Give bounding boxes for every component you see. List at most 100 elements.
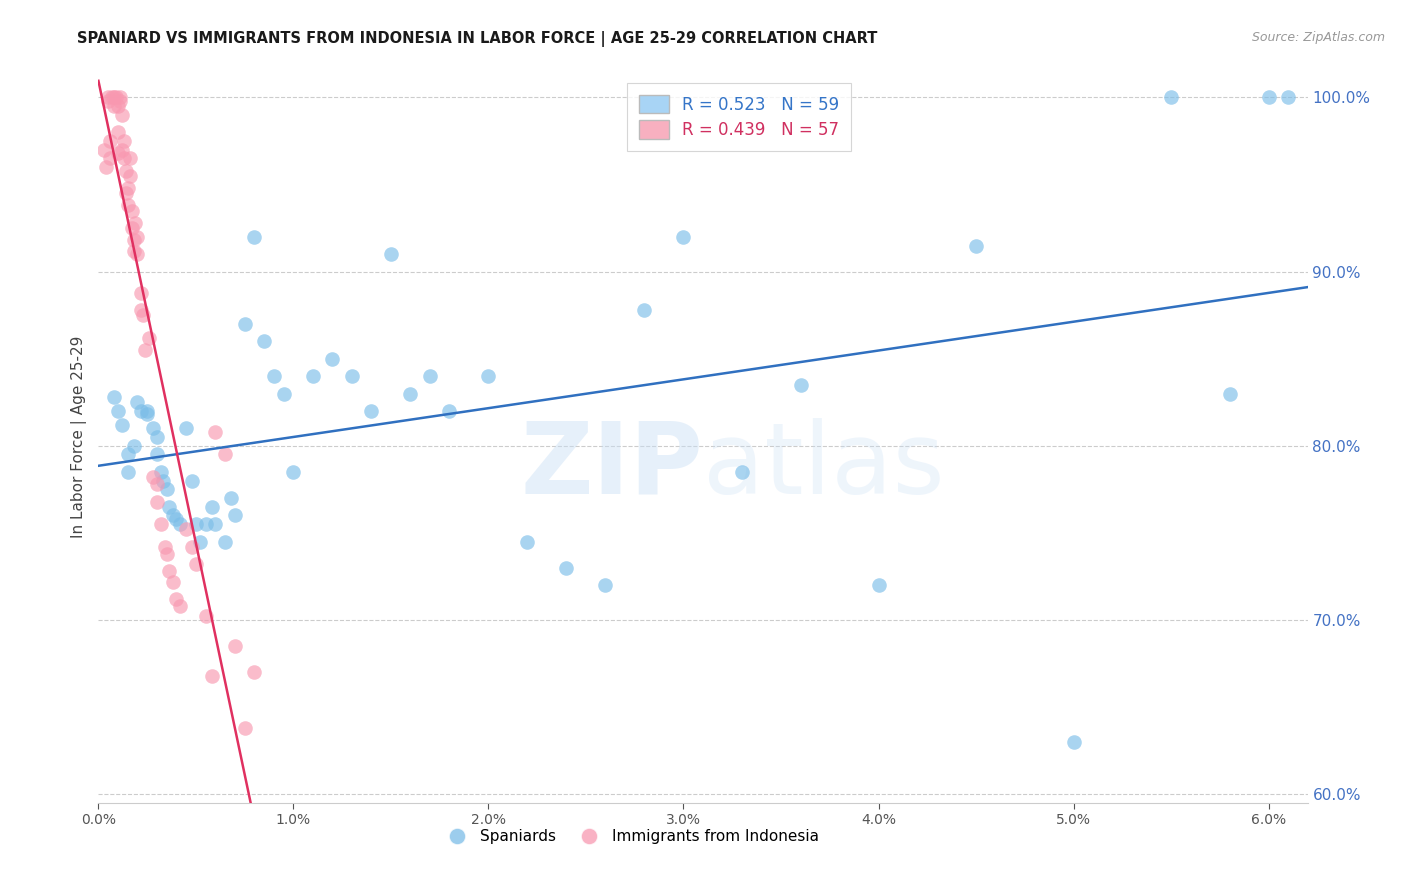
Legend: Spaniards, Immigrants from Indonesia: Spaniards, Immigrants from Indonesia bbox=[436, 822, 825, 850]
Point bbox=[142, 470, 165, 484]
Point bbox=[152, 474, 174, 488]
Point bbox=[204, 425, 226, 439]
Point bbox=[112, 152, 135, 166]
Point bbox=[127, 247, 149, 261]
Point bbox=[1160, 90, 1182, 104]
Point bbox=[104, 90, 127, 104]
Point bbox=[273, 386, 295, 401]
Point bbox=[789, 377, 811, 392]
Point bbox=[156, 547, 179, 561]
Point bbox=[146, 430, 169, 444]
Point bbox=[165, 512, 187, 526]
Point bbox=[169, 599, 191, 613]
Point bbox=[174, 522, 197, 536]
Point bbox=[142, 421, 165, 435]
Point bbox=[117, 448, 139, 462]
Point bbox=[169, 517, 191, 532]
Point bbox=[111, 108, 134, 122]
Point bbox=[194, 609, 217, 624]
Y-axis label: In Labor Force | Age 25-29: In Labor Force | Age 25-29 bbox=[72, 336, 87, 538]
Point bbox=[138, 331, 160, 345]
Point bbox=[1277, 90, 1299, 104]
Point bbox=[97, 90, 120, 104]
Point bbox=[132, 308, 155, 322]
Point bbox=[131, 285, 153, 300]
Point bbox=[121, 221, 143, 235]
Point bbox=[965, 238, 987, 252]
Point bbox=[134, 343, 156, 357]
Point bbox=[188, 534, 211, 549]
Point bbox=[194, 517, 217, 532]
Point bbox=[184, 558, 207, 572]
Point bbox=[149, 517, 172, 532]
Point bbox=[162, 574, 184, 589]
Point bbox=[477, 369, 499, 384]
Point bbox=[184, 517, 207, 532]
Point bbox=[302, 369, 325, 384]
Point bbox=[122, 244, 145, 258]
Point bbox=[117, 465, 139, 479]
Point bbox=[181, 474, 204, 488]
Point bbox=[107, 146, 129, 161]
Point bbox=[118, 169, 141, 183]
Point bbox=[153, 540, 176, 554]
Point bbox=[516, 534, 538, 549]
Point bbox=[263, 369, 285, 384]
Point bbox=[136, 408, 159, 422]
Point bbox=[98, 152, 121, 166]
Point bbox=[200, 500, 222, 514]
Point bbox=[146, 448, 169, 462]
Point bbox=[146, 477, 169, 491]
Point bbox=[555, 560, 578, 574]
Point bbox=[243, 665, 266, 680]
Point bbox=[419, 369, 441, 384]
Point bbox=[108, 90, 131, 104]
Point bbox=[156, 483, 179, 497]
Point bbox=[633, 302, 655, 317]
Point bbox=[1219, 386, 1241, 401]
Point bbox=[122, 233, 145, 247]
Point bbox=[96, 160, 118, 174]
Point bbox=[127, 395, 149, 409]
Point bbox=[122, 439, 145, 453]
Point bbox=[1257, 90, 1279, 104]
Point bbox=[214, 534, 236, 549]
Point bbox=[380, 247, 402, 261]
Point bbox=[114, 163, 136, 178]
Point bbox=[121, 203, 143, 218]
Point bbox=[439, 404, 461, 418]
Point bbox=[131, 404, 153, 418]
Point bbox=[103, 99, 125, 113]
Point bbox=[107, 404, 129, 418]
Point bbox=[103, 390, 125, 404]
Point bbox=[595, 578, 617, 592]
Point bbox=[157, 500, 180, 514]
Point bbox=[111, 143, 134, 157]
Point bbox=[233, 317, 256, 331]
Point bbox=[243, 229, 266, 244]
Point bbox=[868, 578, 890, 592]
Point bbox=[97, 94, 120, 108]
Point bbox=[107, 125, 129, 139]
Point bbox=[108, 94, 131, 108]
Point bbox=[162, 508, 184, 523]
Point bbox=[111, 417, 134, 432]
Point bbox=[360, 404, 382, 418]
Text: ZIP: ZIP bbox=[520, 417, 703, 515]
Point bbox=[200, 668, 222, 682]
Point bbox=[233, 721, 256, 735]
Point bbox=[731, 465, 754, 479]
Text: atlas: atlas bbox=[703, 417, 945, 515]
Point bbox=[224, 639, 246, 653]
Point bbox=[253, 334, 276, 349]
Point bbox=[157, 564, 180, 578]
Point bbox=[146, 494, 169, 508]
Point bbox=[214, 448, 236, 462]
Point bbox=[283, 465, 305, 479]
Point bbox=[131, 302, 153, 317]
Point bbox=[117, 181, 139, 195]
Point bbox=[672, 229, 695, 244]
Point bbox=[98, 134, 121, 148]
Point bbox=[124, 216, 146, 230]
Point bbox=[107, 99, 129, 113]
